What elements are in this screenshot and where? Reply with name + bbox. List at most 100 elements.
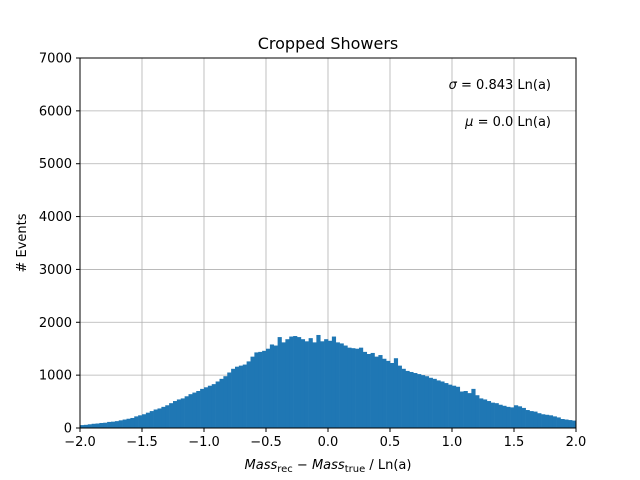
x-tick-label: −1.5: [126, 435, 158, 450]
histogram-bar: [320, 341, 325, 428]
histogram-bar: [95, 423, 100, 428]
histogram-bar: [281, 342, 286, 428]
histogram-bar: [192, 392, 197, 428]
histogram-bar: [149, 411, 154, 428]
histogram-bar: [409, 371, 414, 428]
histogram-bar: [277, 337, 282, 428]
histogram-bar: [382, 358, 387, 428]
histogram-bars: [80, 334, 577, 428]
x-label-sub-true: true: [345, 464, 366, 475]
histogram-bar: [541, 414, 546, 428]
histogram-bar: [227, 372, 232, 428]
histogram-bar: [405, 370, 410, 428]
histogram-bar: [138, 415, 143, 428]
histogram-bar: [312, 342, 317, 428]
histogram-bar: [467, 393, 472, 428]
histogram-bar: [169, 403, 174, 428]
y-tick-label: 1000: [39, 369, 72, 384]
histogram-bar: [219, 378, 224, 428]
y-tick-label: 3000: [39, 263, 72, 278]
histogram-bar: [335, 342, 340, 428]
histogram-bar: [510, 407, 515, 428]
histogram-bar: [366, 354, 371, 428]
x-label-sub-rec: rec: [277, 464, 293, 475]
histogram-bar: [444, 383, 449, 428]
histogram-bar: [165, 405, 170, 428]
histogram-bar: [134, 416, 139, 428]
histogram-bar: [316, 334, 321, 428]
histogram-bar: [401, 368, 406, 428]
sigma-annotation: σ = 0.843 Ln(a): [449, 78, 551, 93]
histogram-bar: [273, 345, 278, 428]
histogram-bar: [297, 337, 302, 428]
histogram-bar: [293, 336, 298, 428]
histogram-bar: [184, 396, 189, 428]
histogram-bar: [521, 407, 526, 428]
histogram-bar: [83, 424, 89, 428]
histogram-bar: [486, 401, 492, 428]
x-tick-label: −2.0: [64, 435, 96, 450]
histogram-bar: [529, 411, 534, 428]
histogram-bar: [568, 420, 573, 428]
histogram-bar: [397, 365, 402, 428]
histogram-bar: [545, 414, 550, 428]
x-label-minus: −: [293, 458, 312, 473]
histogram-bar: [258, 351, 263, 428]
histogram-bar: [266, 348, 271, 428]
y-tick-label: 6000: [39, 104, 72, 119]
histogram-bar: [215, 381, 220, 428]
histogram-bar: [494, 403, 499, 428]
histogram-bar: [238, 365, 244, 428]
axis-ticks: −2.0 −1.5 −1.0 −0.5 0.0 0.5 1.0 1.5 2.0 0 1000 2000…: [39, 52, 586, 451]
histogram-bar: [355, 348, 360, 428]
histogram-bar: [103, 422, 108, 428]
histogram-bar: [448, 384, 453, 428]
histogram-bar: [436, 380, 441, 428]
histogram-bar: [351, 348, 356, 428]
histogram-bar: [378, 355, 383, 428]
histogram-bar: [157, 408, 162, 428]
histogram-bar: [130, 417, 135, 428]
y-tick-label: 7000: [39, 52, 72, 67]
histogram-bar: [556, 417, 561, 428]
x-tick-label: 1.0: [442, 435, 463, 450]
histogram-bar: [498, 404, 503, 428]
histogram-bar: [254, 352, 259, 428]
histogram-bar: [560, 419, 565, 428]
histogram-bar: [421, 375, 426, 428]
histogram-bar: [173, 401, 178, 428]
sigma-symbol: σ: [449, 78, 458, 93]
y-tick-label: 4000: [39, 210, 72, 225]
histogram-bar: [196, 391, 201, 428]
histogram-bar: [455, 386, 461, 428]
histogram-bar: [572, 420, 577, 428]
histogram-bar: [343, 345, 348, 428]
chart-title: Cropped Showers: [258, 34, 399, 53]
x-axis-label: Massrec − Masstrue / Ln(a): [245, 458, 412, 475]
histogram-bar: [459, 391, 464, 428]
histogram-bar: [347, 347, 352, 428]
x-label-unit: / Ln(a): [365, 458, 411, 473]
histogram-bar: [300, 339, 306, 428]
histogram-bar: [502, 405, 507, 428]
histogram-bar: [370, 352, 375, 428]
histogram-bar: [289, 336, 294, 428]
histogram-bar: [114, 421, 120, 428]
histogram-bar: [91, 423, 96, 428]
histogram-bar: [432, 378, 437, 428]
histogram-bar: [80, 425, 85, 428]
histogram-bar: [180, 398, 185, 428]
histogram-bar: [452, 385, 457, 428]
histogram-bar: [161, 406, 166, 428]
histogram-bar: [242, 364, 247, 428]
histogram-bar: [235, 366, 240, 428]
y-tick-label: 0: [64, 422, 72, 437]
x-tick-label: 0.5: [380, 435, 401, 450]
histogram-bar: [285, 339, 290, 428]
histogram-bar: [463, 391, 468, 428]
histogram-bar: [552, 416, 557, 428]
histogram-bar: [331, 336, 337, 428]
histogram-bar: [548, 415, 554, 428]
x-tick-label: 2.0: [566, 435, 587, 450]
